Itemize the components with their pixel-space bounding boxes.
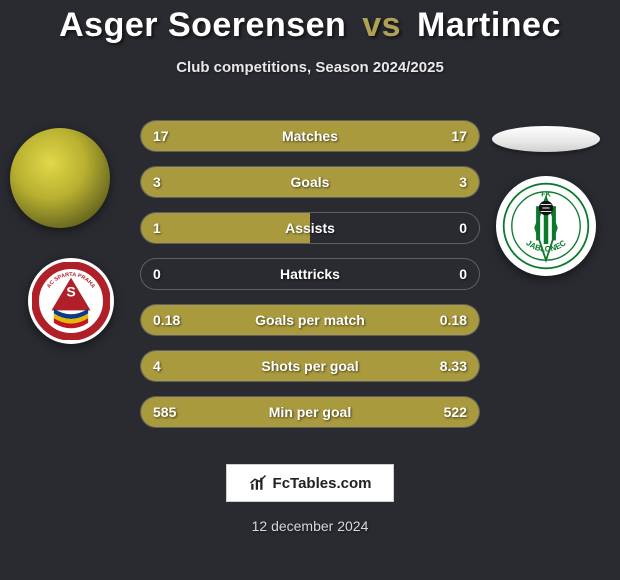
- comparison-title: Asger Soerensen vs Martinec: [0, 0, 620, 45]
- player1-name: Asger Soerensen: [59, 6, 346, 44]
- stat-row: 0.180.18Goals per match: [140, 304, 480, 336]
- brand-badge: FcTables.com: [226, 464, 394, 502]
- player1-avatar: [10, 128, 110, 228]
- stat-row: 10Assists: [140, 212, 480, 244]
- brand-text: FcTables.com: [273, 475, 372, 492]
- stat-label: Hattricks: [141, 259, 479, 289]
- club-right-badge: FK JABLONEC: [496, 176, 596, 276]
- player2-avatar: [492, 126, 600, 152]
- stat-label: Min per goal: [141, 397, 479, 427]
- stat-row: 1717Matches: [140, 120, 480, 152]
- svg-text:FK: FK: [541, 189, 551, 198]
- svg-text:S: S: [66, 283, 75, 299]
- stat-label: Matches: [141, 121, 479, 151]
- stat-label: Goals per match: [141, 305, 479, 335]
- stat-row: 33Goals: [140, 166, 480, 198]
- stat-row: 00Hattricks: [140, 258, 480, 290]
- stat-label: Assists: [141, 213, 479, 243]
- player2-name: Martinec: [417, 6, 561, 44]
- vs-text: vs: [362, 6, 401, 44]
- club-left-badge: S AC SPARTA PRAHA: [28, 258, 114, 344]
- chart-icon: [249, 474, 267, 492]
- stat-label: Shots per goal: [141, 351, 479, 381]
- stat-label: Goals: [141, 167, 479, 197]
- date-text: 12 december 2024: [0, 518, 620, 534]
- stats-comparison-chart: 1717Matches 33Goals 10Assists 00Hattricks 0.…: [140, 120, 480, 442]
- jablonec-icon: FK JABLONEC: [501, 181, 591, 271]
- stat-row: 585522Min per goal: [140, 396, 480, 428]
- subtitle: Club competitions, Season 2024/2025: [0, 59, 620, 76]
- stat-row: 48.33Shots per goal: [140, 350, 480, 382]
- sparta-praha-icon: S AC SPARTA PRAHA: [32, 262, 110, 340]
